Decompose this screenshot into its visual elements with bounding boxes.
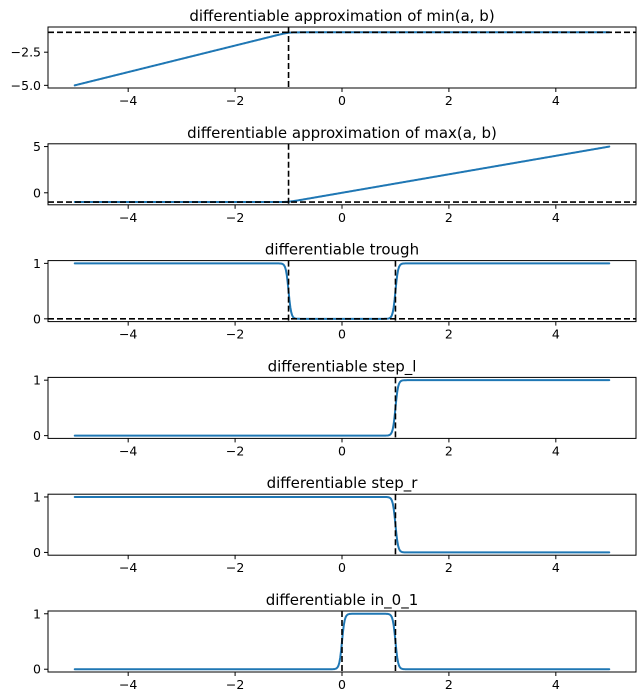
panel-title: differentiable approximation of max(a, b… [187, 124, 497, 142]
y-tick-label: 0 [33, 545, 41, 560]
x-tick-label: 2 [445, 677, 453, 692]
panel-title: differentiable step_l [268, 357, 417, 376]
panel-6: differentiable in_0_1 −4 −2 0 2 4 0 1 [33, 591, 637, 692]
x-tick-label: 4 [552, 443, 560, 458]
x-tick-label: 4 [552, 560, 560, 575]
plot-area [73, 611, 611, 672]
y-tick-label: 1 [33, 256, 41, 271]
x-tick-label: 0 [338, 93, 346, 108]
x-tick-label: −4 [119, 210, 137, 225]
panel-title: differentiable approximation of min(a, b… [189, 7, 494, 25]
x-tick-label: 2 [445, 327, 453, 342]
series-line [73, 379, 611, 437]
x-tick-label: −4 [119, 327, 137, 342]
x-tick-label: −2 [226, 560, 244, 575]
axes-frame [47, 260, 637, 323]
panel-title: differentiable step_r [267, 474, 419, 493]
plot-area [48, 143, 636, 205]
x-tick-label: 0 [338, 560, 346, 575]
x-tick-label: 2 [445, 443, 453, 458]
y-tick-label: 0 [33, 428, 41, 443]
axes-frame [47, 26, 637, 89]
plot-area [48, 260, 636, 322]
x-tick-label: 2 [445, 93, 453, 108]
y-tick-label: −5.0 [11, 78, 41, 93]
y-tick-label: 1 [33, 373, 41, 388]
y-tick-label: −2.5 [11, 45, 41, 60]
x-tick-label: −4 [119, 93, 137, 108]
axes-frame [47, 376, 637, 439]
x-tick-label: 4 [552, 327, 560, 342]
x-tick-label: 0 [338, 677, 346, 692]
y-tick-label: 5 [33, 139, 41, 154]
series-line [73, 145, 611, 204]
y-tick-label: 1 [33, 606, 41, 621]
axes-frame [47, 493, 637, 556]
y-tick-label: 0 [33, 185, 41, 200]
panel-title: differentiable in_0_1 [266, 591, 419, 610]
x-tick-label: 4 [552, 210, 560, 225]
x-tick-label: 0 [338, 210, 346, 225]
series-line [73, 262, 611, 320]
plot-area [73, 494, 611, 556]
x-tick-label: 0 [338, 443, 346, 458]
x-tick-label: 2 [445, 560, 453, 575]
panel-1: differentiable approximation of min(a, b… [11, 7, 637, 108]
x-tick-label: −2 [226, 677, 244, 692]
panel-5: differentiable step_r −4 −2 0 2 4 0 1 [33, 474, 637, 575]
x-tick-label: −2 [226, 327, 244, 342]
series-line [73, 31, 611, 87]
panel-3: differentiable trough −4 −2 0 2 4 0 1 [33, 241, 637, 342]
x-tick-label: −4 [119, 677, 137, 692]
panel-2: differentiable approximation of max(a, b… [33, 124, 637, 225]
x-tick-label: 4 [552, 93, 560, 108]
series-line [73, 495, 611, 554]
plot-area [48, 27, 636, 88]
x-tick-label: −4 [119, 560, 137, 575]
x-tick-label: −2 [226, 93, 244, 108]
plot-area [73, 377, 611, 439]
x-tick-label: −4 [119, 443, 137, 458]
panel-title: differentiable trough [265, 241, 419, 259]
panel-4: differentiable step_l −4 −2 0 2 4 0 1 [33, 357, 637, 458]
y-tick-label: 1 [33, 489, 41, 504]
x-tick-label: 4 [552, 677, 560, 692]
x-tick-label: 0 [338, 327, 346, 342]
y-tick-label: 0 [33, 311, 41, 326]
y-tick-label: 0 [33, 662, 41, 677]
x-tick-label: −2 [226, 210, 244, 225]
x-tick-label: 2 [445, 210, 453, 225]
axes-frame [47, 143, 637, 206]
x-tick-label: −2 [226, 443, 244, 458]
